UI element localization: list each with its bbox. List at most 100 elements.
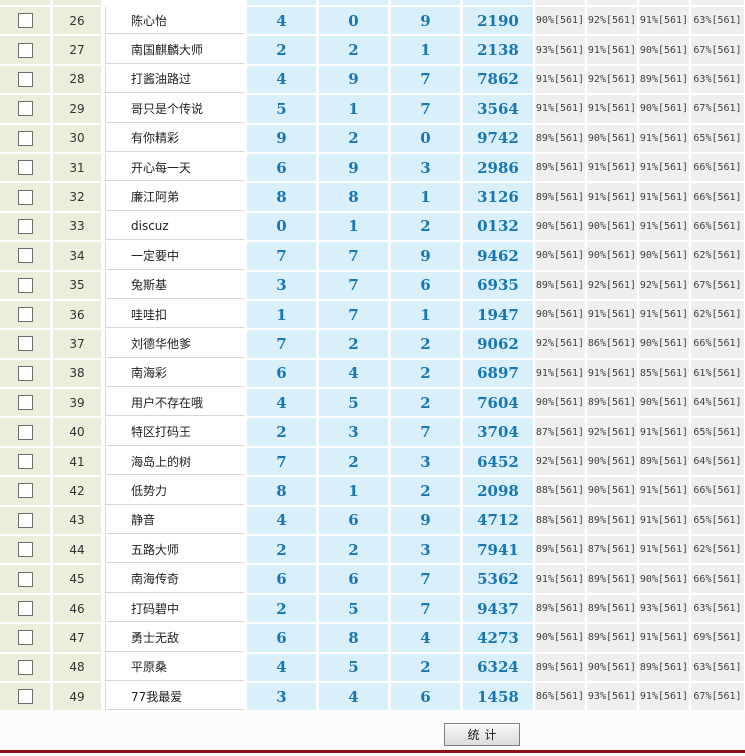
row-number: 33 <box>53 212 101 241</box>
username: 南海彩 <box>105 359 244 388</box>
checkbox-cell <box>0 389 50 417</box>
code-cell: 0132 <box>463 212 533 241</box>
stat-cell-1: 92%[561] <box>535 330 585 358</box>
username: 用户不存在哦 <box>105 389 244 417</box>
row-checkbox[interactable] <box>17 336 33 352</box>
code-cell: 4273 <box>463 624 533 652</box>
row-checkbox[interactable] <box>17 512 33 528</box>
row-checkbox[interactable] <box>17 218 33 234</box>
code-cell: 2138 <box>463 36 533 64</box>
username: 77我最爱 <box>105 682 244 711</box>
row-checkbox[interactable] <box>17 160 33 176</box>
stat-cell-1: 89%[561] <box>535 153 585 182</box>
table-row: 42 低势力 8 1 2 2098 88%[561] 90%[561] 91%[561] 66%[… <box>0 477 745 505</box>
row-checkbox[interactable] <box>17 42 33 58</box>
row-number: 29 <box>53 95 101 123</box>
stat-cell-4: 64%[561] <box>691 389 744 417</box>
stat-cell <box>535 0 585 5</box>
stat-cell-1: 90%[561] <box>535 242 585 270</box>
digit-cell-2: 7 <box>319 271 388 299</box>
row-number: 48 <box>53 653 101 681</box>
row-checkbox[interactable] <box>17 659 33 675</box>
stat-cell-3: 90%[561] <box>639 242 689 270</box>
digit-cell-1: 4 <box>247 65 316 94</box>
row-number: 40 <box>53 418 101 446</box>
row-checkbox[interactable] <box>17 571 33 587</box>
digit-cell-1: 7 <box>247 242 316 270</box>
stat-cell-3: 90%[561] <box>639 389 689 417</box>
table-row: 48 平原桑 4 5 2 6324 89%[561] 90%[561] 89%[561] 63%[… <box>0 653 745 681</box>
stat-cell-1: 91%[561] <box>535 565 585 593</box>
row-checkbox[interactable] <box>17 395 33 411</box>
code-cell: 6452 <box>463 447 533 476</box>
digit-cell <box>319 0 388 5</box>
digit-cell-1: 3 <box>247 271 316 299</box>
stat-cell-3: 90%[561] <box>639 95 689 123</box>
username: 廉江阿弟 <box>105 183 244 211</box>
digit-cell-2: 8 <box>319 624 388 652</box>
row-checkbox[interactable] <box>17 483 33 499</box>
stat-cell-4: 65%[561] <box>691 418 744 446</box>
row-checkbox[interactable] <box>17 689 33 705</box>
code-cell <box>463 0 533 5</box>
digit-cell-1: 8 <box>247 183 316 211</box>
stat-cell <box>587 0 637 5</box>
row-checkbox[interactable] <box>17 542 33 558</box>
digit-cell-1: 4 <box>247 506 316 535</box>
row-checkbox[interactable] <box>17 454 33 470</box>
row-checkbox[interactable] <box>17 424 33 440</box>
stats-button[interactable]: 统计 <box>444 723 520 747</box>
username: 静音 <box>105 506 244 535</box>
row-number: 42 <box>53 477 101 505</box>
stat-cell-2: 89%[561] <box>587 506 637 535</box>
checkbox-cell <box>0 300 50 329</box>
row-checkbox[interactable] <box>17 130 33 146</box>
username: 哥只是个传说 <box>105 95 244 123</box>
stat-cell-1: 88%[561] <box>535 506 585 535</box>
code-cell: 2190 <box>463 7 533 35</box>
stat-cell-2: 92%[561] <box>587 7 637 35</box>
stat-cell-3: 91%[561] <box>639 7 689 35</box>
row-checkbox[interactable] <box>17 189 33 205</box>
checkbox-cell <box>0 95 50 123</box>
stat-cell-3: 91%[561] <box>639 183 689 211</box>
checkbox-cell <box>0 124 50 152</box>
row-checkbox[interactable] <box>17 13 33 29</box>
row-checkbox[interactable] <box>17 365 33 381</box>
username: 兔斯基 <box>105 271 244 299</box>
code-cell: 2098 <box>463 477 533 505</box>
row-checkbox[interactable] <box>17 101 33 117</box>
row-checkbox[interactable] <box>17 277 33 293</box>
row-checkbox[interactable] <box>17 307 33 323</box>
row-checkbox[interactable] <box>17 601 33 616</box>
stat-cell-3: 89%[561] <box>639 65 689 94</box>
row-checkbox[interactable] <box>17 71 33 87</box>
table-row: 47 勇士无敌 6 8 4 4273 90%[561] 89%[561] 91%[561] 69%… <box>0 624 745 652</box>
digit-cell-2: 5 <box>319 594 388 623</box>
row-checkbox[interactable] <box>17 248 33 264</box>
stat-cell-2: 90%[561] <box>587 212 637 241</box>
row-checkbox[interactable] <box>17 630 33 646</box>
stat-cell-1: 86%[561] <box>535 682 585 711</box>
table-row: 41 海岛上的树 7 2 3 6452 92%[561] 90%[561] 89%[561] 64… <box>0 447 745 476</box>
username: 南国麒麟大师 <box>105 36 244 64</box>
digit-cell-1: 8 <box>247 477 316 505</box>
username: 陈心怡 <box>105 7 244 35</box>
table-row: 32 廉江阿弟 8 8 1 3126 89%[561] 91%[561] 91%[561] 66%… <box>0 183 745 211</box>
code-cell: 3564 <box>463 95 533 123</box>
checkbox-cell <box>0 0 50 5</box>
table-footer: 统计 <box>0 712 745 750</box>
stat-cell-2: 91%[561] <box>587 153 637 182</box>
stat-cell-2: 89%[561] <box>587 594 637 623</box>
digit-cell-3: 9 <box>391 7 460 35</box>
code-cell: 7604 <box>463 389 533 417</box>
code-cell: 6897 <box>463 359 533 388</box>
username: 勇士无敌 <box>105 624 244 652</box>
stat-cell-1: 89%[561] <box>535 124 585 152</box>
stat-cell-1: 90%[561] <box>535 389 585 417</box>
digit-cell-3: 7 <box>391 565 460 593</box>
code-cell: 5362 <box>463 565 533 593</box>
digit-cell-1: 9 <box>247 124 316 152</box>
table-row: 39 用户不存在哦 4 5 2 7604 90%[561] 89%[561] 90%[561] 6… <box>0 389 745 417</box>
stat-cell-4: 69%[561] <box>691 624 744 652</box>
